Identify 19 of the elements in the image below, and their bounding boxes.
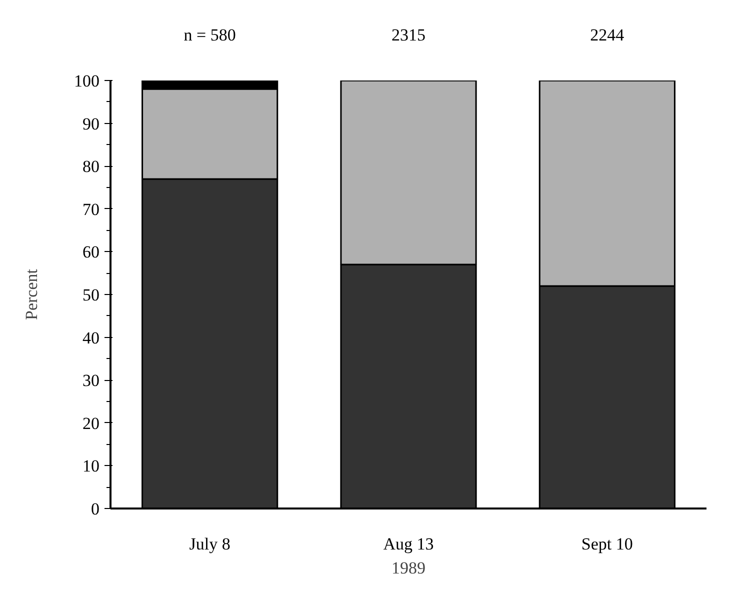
y-tick-label: 50	[82, 286, 100, 304]
text: 2315	[392, 26, 426, 44]
y-tick-label: 100	[74, 72, 100, 90]
y-tick-label: 0	[91, 500, 100, 518]
y-axis-title: Percent	[22, 268, 41, 320]
y-tick-label: 70	[82, 200, 100, 219]
y-tick-label: 90	[82, 114, 100, 134]
y-tick-label: 60	[82, 242, 100, 262]
y-tick-label: 80	[82, 157, 100, 176]
y-tick-label: 10	[82, 456, 100, 476]
y-tick-label: 40	[82, 328, 100, 348]
x-tick-label: Aug 13	[383, 534, 434, 554]
text: 2244	[590, 26, 625, 44]
x-axis-title: 1989	[392, 558, 426, 578]
y-tick-label: 20	[82, 414, 100, 433]
text: n = 580	[184, 26, 236, 44]
x-tick-label: Sept 10	[581, 534, 633, 554]
x-tick-label: July 8	[189, 534, 230, 554]
y-tick-label: 30	[82, 371, 100, 390]
